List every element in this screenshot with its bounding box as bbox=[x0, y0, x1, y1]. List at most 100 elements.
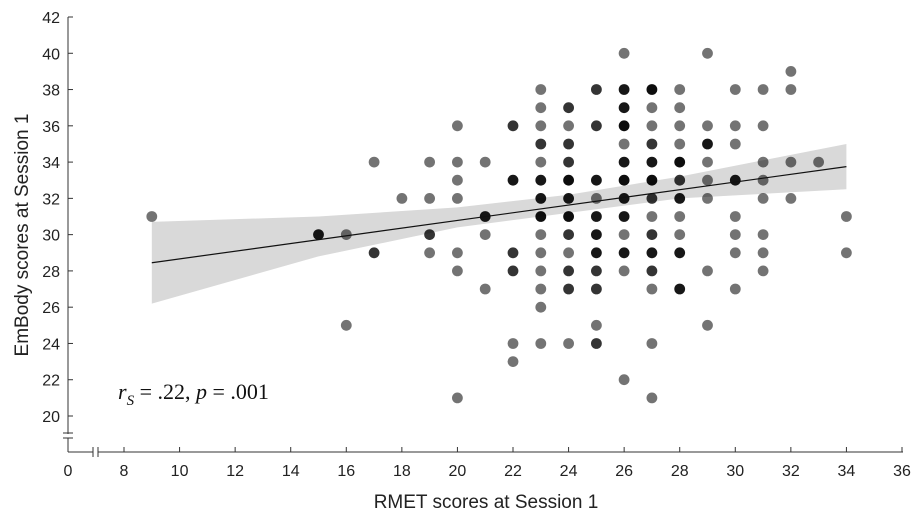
data-point bbox=[646, 392, 658, 404]
data-point bbox=[563, 120, 574, 132]
data-point bbox=[313, 229, 324, 241]
data-point bbox=[452, 247, 463, 259]
data-point bbox=[702, 174, 713, 186]
data-point bbox=[535, 84, 547, 95]
data-point bbox=[535, 120, 547, 132]
data-point bbox=[535, 138, 547, 150]
data-point bbox=[618, 374, 630, 386]
x-tick-label: 8 bbox=[120, 463, 129, 480]
y-tick-label: 34 bbox=[42, 155, 60, 172]
data-point bbox=[618, 247, 630, 259]
data-point bbox=[729, 120, 741, 132]
y-tick-label: 20 bbox=[42, 409, 60, 426]
data-point bbox=[618, 138, 630, 150]
data-point bbox=[702, 138, 713, 150]
data-point bbox=[396, 193, 408, 204]
data-point bbox=[591, 84, 602, 95]
data-point bbox=[146, 211, 158, 222]
data-point bbox=[535, 102, 547, 114]
data-point bbox=[563, 193, 574, 204]
data-point bbox=[729, 247, 741, 259]
x-tick-label: 36 bbox=[893, 463, 911, 480]
data-point bbox=[646, 211, 658, 222]
axes bbox=[63, 17, 903, 457]
data-point bbox=[618, 102, 630, 114]
data-point bbox=[674, 102, 686, 114]
y-tick-label: 24 bbox=[42, 336, 60, 353]
data-point bbox=[674, 174, 686, 186]
data-point bbox=[535, 193, 547, 204]
y-tick-label: 36 bbox=[42, 119, 60, 136]
data-point bbox=[535, 338, 547, 349]
data-point bbox=[646, 84, 658, 95]
data-point bbox=[591, 247, 602, 259]
data-point bbox=[563, 211, 574, 222]
x-tick-label: 16 bbox=[337, 463, 355, 480]
data-point bbox=[340, 319, 352, 331]
y-tick-label: 32 bbox=[42, 191, 60, 208]
x-tick-label: 34 bbox=[838, 463, 856, 480]
data-point bbox=[646, 174, 658, 186]
data-point bbox=[729, 229, 741, 241]
data-point bbox=[479, 156, 491, 168]
data-point bbox=[785, 156, 797, 168]
data-point bbox=[646, 229, 658, 241]
data-point bbox=[452, 120, 463, 132]
data-point bbox=[591, 229, 602, 241]
data-point bbox=[424, 229, 435, 241]
data-point bbox=[729, 174, 741, 186]
data-point bbox=[618, 47, 630, 59]
data-point bbox=[618, 193, 630, 204]
data-point bbox=[757, 229, 769, 241]
y-tick-label: 42 bbox=[42, 10, 60, 27]
data-point bbox=[646, 338, 658, 349]
y-ticks: 20 22 24 26 28 30 32 34 36 38 40 42 bbox=[42, 10, 73, 426]
x-tick-label: 26 bbox=[615, 463, 633, 480]
x-axis-label: RMET scores at Session 1 bbox=[374, 492, 599, 513]
data-point bbox=[646, 156, 658, 168]
data-point bbox=[757, 247, 769, 259]
data-point bbox=[452, 265, 463, 277]
data-point bbox=[563, 283, 574, 295]
data-point bbox=[563, 102, 574, 114]
r-subscript: S bbox=[127, 393, 135, 409]
data-point bbox=[702, 319, 713, 331]
data-point bbox=[535, 229, 547, 241]
data-point bbox=[729, 138, 741, 150]
data-point bbox=[591, 211, 602, 222]
y-tick-label: 40 bbox=[42, 46, 60, 63]
data-point bbox=[646, 102, 658, 114]
y-tick-label: 22 bbox=[42, 373, 60, 390]
data-point bbox=[507, 265, 519, 277]
data-point bbox=[591, 319, 602, 331]
data-point bbox=[674, 156, 686, 168]
data-point bbox=[785, 193, 797, 204]
x-tick-label: 20 bbox=[449, 463, 467, 480]
data-point bbox=[618, 84, 630, 95]
data-point bbox=[591, 120, 602, 132]
points-group bbox=[146, 47, 852, 404]
data-point bbox=[563, 229, 574, 241]
data-point bbox=[674, 193, 686, 204]
data-point bbox=[563, 174, 574, 186]
x-tick-label: 18 bbox=[393, 463, 411, 480]
data-point bbox=[674, 138, 686, 150]
data-point bbox=[535, 156, 547, 168]
data-point bbox=[702, 156, 713, 168]
data-point bbox=[535, 211, 547, 222]
data-point bbox=[507, 174, 519, 186]
data-point bbox=[424, 193, 435, 204]
data-point bbox=[757, 84, 769, 95]
data-point bbox=[535, 174, 547, 186]
p-value: = .001 bbox=[207, 379, 269, 404]
x-tick-label: 32 bbox=[782, 463, 800, 480]
data-point bbox=[368, 156, 380, 168]
x-tick-label: 0 bbox=[64, 463, 73, 480]
data-point bbox=[646, 265, 658, 277]
data-point bbox=[646, 283, 658, 295]
data-point bbox=[813, 156, 824, 168]
x-tick-label: 12 bbox=[226, 463, 244, 480]
data-point bbox=[729, 283, 741, 295]
data-point bbox=[674, 120, 686, 132]
